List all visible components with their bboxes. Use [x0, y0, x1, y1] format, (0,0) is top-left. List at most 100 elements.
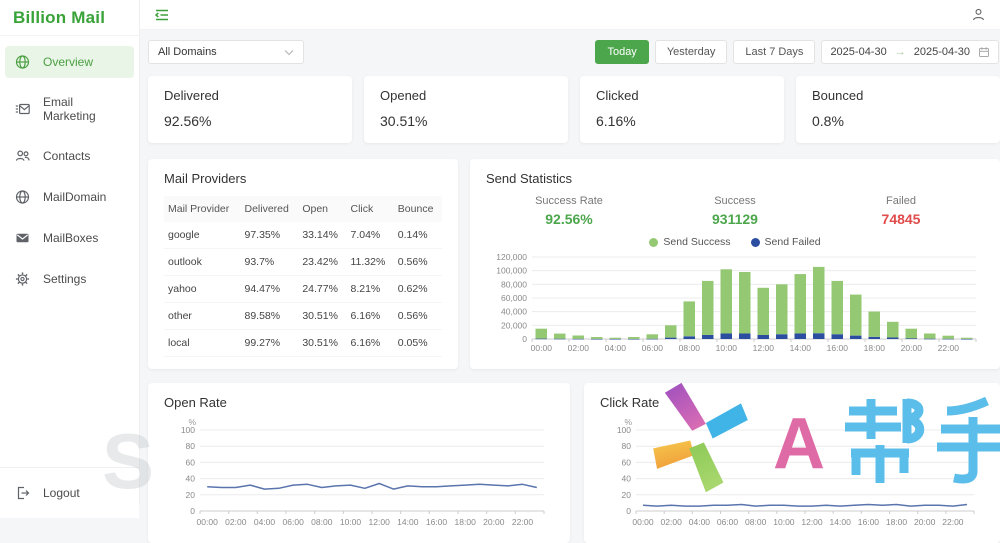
sidebar-item-label: Settings [43, 272, 87, 286]
svg-text:22:00: 22:00 [512, 517, 534, 527]
table-cell: 24.77% [298, 275, 347, 303]
table-cell: google [164, 222, 241, 249]
column-header: Bounce [393, 196, 442, 222]
stat-value: 92.56% [164, 113, 212, 129]
table-cell: 30.51% [298, 329, 347, 357]
stat-card-opened: Opened 30.51% [364, 76, 568, 143]
app-logo[interactable]: Billion Mail [0, 0, 139, 36]
svg-text:0: 0 [190, 506, 195, 516]
stat-label: Bounced [812, 88, 864, 103]
sidebar-item-label: Overview [43, 55, 94, 69]
stat-cards-row: Delivered 92.56% Opened 30.51% Clicked 6… [148, 76, 1000, 143]
calendar-icon [978, 46, 990, 58]
range-button-yesterday[interactable]: Yesterday [654, 40, 728, 64]
sidebar-item-label: MailBoxes [43, 231, 99, 245]
metric-label: Success [714, 195, 756, 207]
svg-text:06:00: 06:00 [283, 517, 305, 527]
send-statistics-chart: 0 20,000 40,000 60,000 80,000 100,000 120,000 0… [496, 254, 977, 353]
legend-dot-icon [750, 237, 760, 247]
table-cell: 6.16% [346, 302, 394, 330]
send-statistics-metrics: Success Rate 92.56% Success 931129 Faile… [486, 195, 984, 227]
range-button-last-7-days[interactable]: Last 7 Days [733, 40, 816, 64]
table-cell: 93.7% [240, 248, 299, 276]
svg-text:10:00: 10:00 [773, 517, 795, 527]
sidebar-item-overview[interactable]: Overview [5, 46, 134, 78]
mail-providers-card: Mail Providers Mail Provider Delivered O… [148, 159, 458, 369]
table-cell: 0.14% [393, 222, 442, 249]
svg-text:00:00: 00:00 [197, 517, 219, 527]
svg-text:20,000: 20,000 [501, 320, 527, 330]
column-header: Delivered [240, 196, 299, 222]
chart-legend: Send Success Send Failed [486, 236, 984, 248]
globe-icon [15, 54, 30, 70]
table-cell: local [164, 329, 241, 357]
table-cell: 94.47% [240, 275, 299, 303]
sidebar-item-logout[interactable]: Logout [5, 477, 134, 509]
svg-text:14:00: 14:00 [397, 517, 419, 527]
column-header: Mail Provider [164, 196, 241, 222]
people-icon [15, 148, 30, 164]
svg-text:80: 80 [186, 441, 196, 451]
legend-dot-icon [649, 237, 659, 247]
date-range-picker[interactable]: 2025-04-30 → 2025-04-30 [821, 40, 999, 64]
svg-text:20: 20 [186, 490, 196, 500]
metric-success-rate: Success Rate 92.56% [486, 195, 652, 227]
globe-icon [15, 189, 30, 205]
svg-text:18:00: 18:00 [864, 343, 886, 353]
table-cell: 0.56% [393, 248, 442, 276]
metric-failed: Failed 74845 [818, 195, 984, 227]
svg-text:04:00: 04:00 [605, 343, 627, 353]
column-header: Click [346, 196, 394, 222]
svg-text:06:00: 06:00 [717, 517, 739, 527]
user-menu-button[interactable] [969, 5, 988, 24]
sidebar-item-mailboxes[interactable]: MailBoxes [5, 222, 134, 254]
table-cell: 0.05% [393, 329, 442, 357]
stat-card-delivered: Delivered 92.56% [148, 76, 352, 143]
sidebar-collapse-button[interactable] [152, 6, 172, 24]
sidebar-item-contacts[interactable]: Contacts [5, 140, 134, 172]
menu-fold-icon [154, 8, 170, 22]
open-rate-chart: 0 20 40 60 80 100% 00:00 02:00 04:00 06:00 08:00 10… [181, 417, 545, 527]
svg-text:08:00: 08:00 [745, 517, 767, 527]
svg-text:06:00: 06:00 [642, 343, 664, 353]
middle-row: Mail Providers Mail Provider Delivered O… [148, 159, 1000, 369]
svg-text:04:00: 04:00 [254, 517, 276, 527]
domain-select[interactable]: All Domains [148, 40, 304, 64]
svg-text:16:00: 16:00 [858, 517, 880, 527]
svg-text:08:00: 08:00 [679, 343, 701, 353]
stat-value: 0.8% [812, 113, 844, 129]
click-rate-card: Click Rate 0 20 40 60 80 100% 00:00 02:00 04:00 0… [584, 383, 1000, 543]
table-cell: 30.51% [298, 302, 347, 330]
sidebar-item-email-marketing[interactable]: Email Marketing [5, 87, 134, 131]
svg-text:0: 0 [626, 506, 631, 516]
table-cell: 8.21% [346, 275, 394, 303]
svg-text:80,000: 80,000 [501, 279, 527, 289]
card-title: Open Rate [164, 395, 227, 410]
svg-text:0: 0 [522, 334, 527, 344]
card-title: Mail Providers [164, 171, 247, 186]
card-title: Click Rate [600, 395, 660, 410]
sidebar-item-settings[interactable]: Settings [5, 263, 134, 295]
table-row: other 89.58% 30.51% 6.16% 0.56% [164, 302, 442, 330]
svg-text:02:00: 02:00 [568, 343, 590, 353]
svg-text:14:00: 14:00 [830, 517, 852, 527]
stat-value: 6.16% [596, 113, 636, 129]
sidebar-item-maildomain[interactable]: MailDomain [5, 181, 134, 213]
domain-select-value: All Domains [158, 46, 217, 58]
svg-text:16:00: 16:00 [827, 343, 849, 353]
table-cell: 23.42% [298, 248, 347, 276]
svg-text:12:00: 12:00 [369, 517, 391, 527]
click-rate-chart: 0 20 40 60 80 100% 00:00 02:00 04:00 06:00 08:00 10… [617, 417, 975, 527]
svg-text:20:00: 20:00 [483, 517, 505, 527]
svg-text:100: 100 [181, 425, 195, 435]
svg-text:%: % [188, 417, 196, 427]
metric-value: 92.56% [545, 211, 593, 227]
legend-item-send-success[interactable]: Send Success [649, 236, 731, 248]
svg-text:02:00: 02:00 [661, 517, 683, 527]
sidebar-nav: Overview Email Marketing Contacts MailDo… [0, 36, 139, 295]
legend-item-send-failed[interactable]: Send Failed [750, 236, 821, 248]
table-header-row: Mail Provider Delivered Open Click Bounc… [164, 196, 442, 222]
table-row: google 97.35% 33.14% 7.04% 0.14% [164, 222, 442, 249]
range-button-today[interactable]: Today [595, 40, 649, 64]
metric-value: 74845 [881, 211, 921, 227]
